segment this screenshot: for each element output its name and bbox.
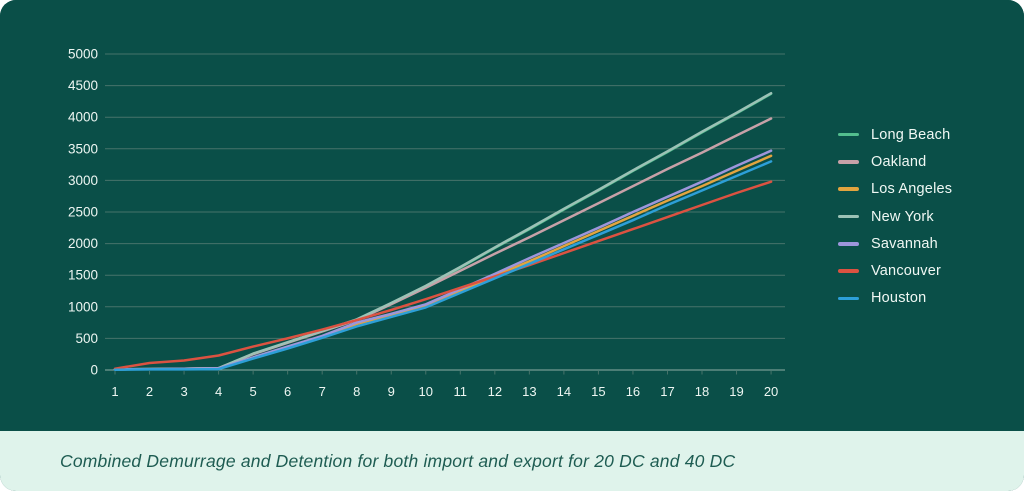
x-tick-label: 4 — [215, 384, 222, 399]
x-tick-label: 1 — [111, 384, 118, 399]
legend-swatch-new-york — [838, 214, 859, 219]
legend-swatch-vancouver — [838, 269, 859, 273]
legend-label-vancouver: Vancouver — [871, 263, 942, 280]
y-tick-label: 3500 — [68, 141, 98, 156]
legend-label-savannah: Savannah — [871, 235, 938, 252]
y-tick-label: 1000 — [68, 299, 98, 314]
legend-swatch-oakland — [838, 160, 859, 164]
legend-label-los-angeles: Los Angeles — [871, 181, 953, 198]
x-tick-label: 13 — [522, 384, 536, 399]
y-tick-label: 2500 — [68, 205, 98, 220]
y-tick-label: 3000 — [68, 173, 98, 188]
y-tick-label: 1500 — [68, 268, 98, 283]
legend-swatch-long-beach — [838, 132, 859, 137]
chart-caption: Combined Demurrage and Detention for bot… — [60, 450, 736, 471]
x-tick-label: 8 — [353, 384, 360, 399]
series-line-vancouver — [113, 180, 773, 370]
legend-item-los-angeles: Los Angeles — [838, 176, 952, 203]
legend-item-vancouver: Vancouver — [838, 257, 952, 284]
legend-label-new-york: New York — [871, 208, 934, 225]
x-tick-label: 14 — [557, 384, 571, 399]
series-line-houston — [113, 160, 773, 371]
series-line-savannah — [113, 149, 773, 371]
x-tick-label: 20 — [764, 384, 778, 399]
x-tick-label: 18 — [695, 384, 709, 399]
x-tick-label: 11 — [454, 384, 468, 399]
y-tick-label: 4000 — [68, 110, 98, 125]
legend-item-long-beach: Long Beach — [838, 121, 952, 148]
legend: Long Beach Oakland Los Angeles New York Sava… — [838, 121, 952, 312]
x-tick-label: 6 — [284, 384, 291, 399]
legend-item-houston: Houston — [838, 285, 952, 312]
x-tick-label: 7 — [319, 384, 326, 399]
x-tick-label: 3 — [180, 384, 187, 399]
legend-label-oakland: Oakland — [871, 153, 927, 170]
line-chart: 0 500 1000 1500 2000 2500 3000 3500 4000 4500 5000… — [68, 47, 785, 399]
y-tick-label: 500 — [75, 331, 98, 346]
legend-item-new-york: New York — [838, 203, 952, 230]
y-tick-label: 2000 — [68, 236, 98, 251]
x-tick-label: 16 — [626, 384, 640, 399]
series-line-los-angeles — [113, 154, 773, 371]
legend-swatch-houston — [838, 296, 859, 301]
x-tick-label: 9 — [388, 384, 395, 399]
caption-strip: Combined Demurrage and Detention for bot… — [0, 431, 1024, 491]
chart-panel: 0 500 1000 1500 2000 2500 3000 3500 4000 4500 5000… — [67, 46, 953, 399]
series-line-new-york — [113, 91, 773, 371]
x-tick-label: 2 — [146, 384, 153, 399]
x-tick-label: 15 — [591, 384, 605, 399]
y-tick-label: 5000 — [68, 47, 98, 62]
x-tick-label: 10 — [419, 384, 433, 399]
legend-label-long-beach: Long Beach — [871, 126, 951, 143]
x-tick-label: 12 — [488, 384, 502, 399]
x-tick-label: 19 — [729, 384, 743, 399]
legend-item-oakland: Oakland — [838, 148, 952, 175]
y-tick-label: 0 — [90, 363, 98, 378]
legend-swatch-savannah — [838, 242, 859, 246]
series-line-long-beach — [113, 92, 773, 371]
legend-swatch-los-angeles — [838, 187, 859, 191]
x-tick-label: 17 — [660, 384, 674, 399]
y-tick-label: 4500 — [68, 78, 98, 93]
legend-label-houston: Houston — [871, 290, 927, 307]
legend-item-savannah: Savannah — [838, 230, 952, 257]
x-tick-label: 5 — [250, 384, 257, 399]
